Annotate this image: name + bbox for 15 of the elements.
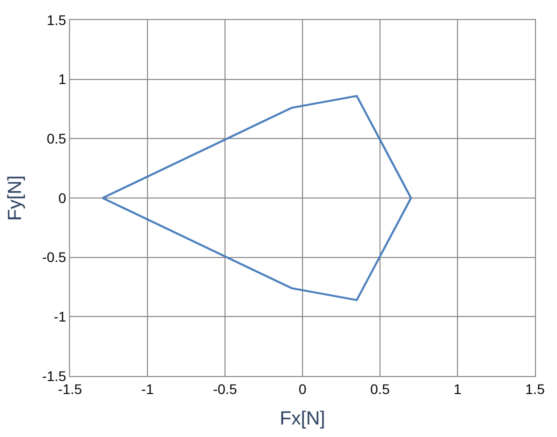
y-tick-label: 0.5	[46, 130, 66, 147]
x-tick-label: -0.5	[212, 380, 238, 397]
x-axis-title: Fx[N]	[280, 408, 326, 430]
x-tick-label: 1	[454, 380, 462, 397]
y-tick-label: 0	[58, 190, 66, 206]
y-tick-label: 1	[58, 71, 66, 88]
x-tick-label: 0	[298, 380, 307, 397]
y-tick-label: 1.5	[46, 12, 66, 28]
x-tick-label: 1.5	[525, 380, 545, 397]
y-axis-title: Fy[N]	[4, 175, 26, 221]
y-tick-label: -1.5	[42, 368, 66, 384]
y-tick-label: -0.5	[42, 249, 66, 266]
x-tick-label: -1	[141, 380, 154, 397]
y-tick-label: -1	[54, 308, 66, 325]
x-tick-label: 0.5	[370, 380, 390, 397]
